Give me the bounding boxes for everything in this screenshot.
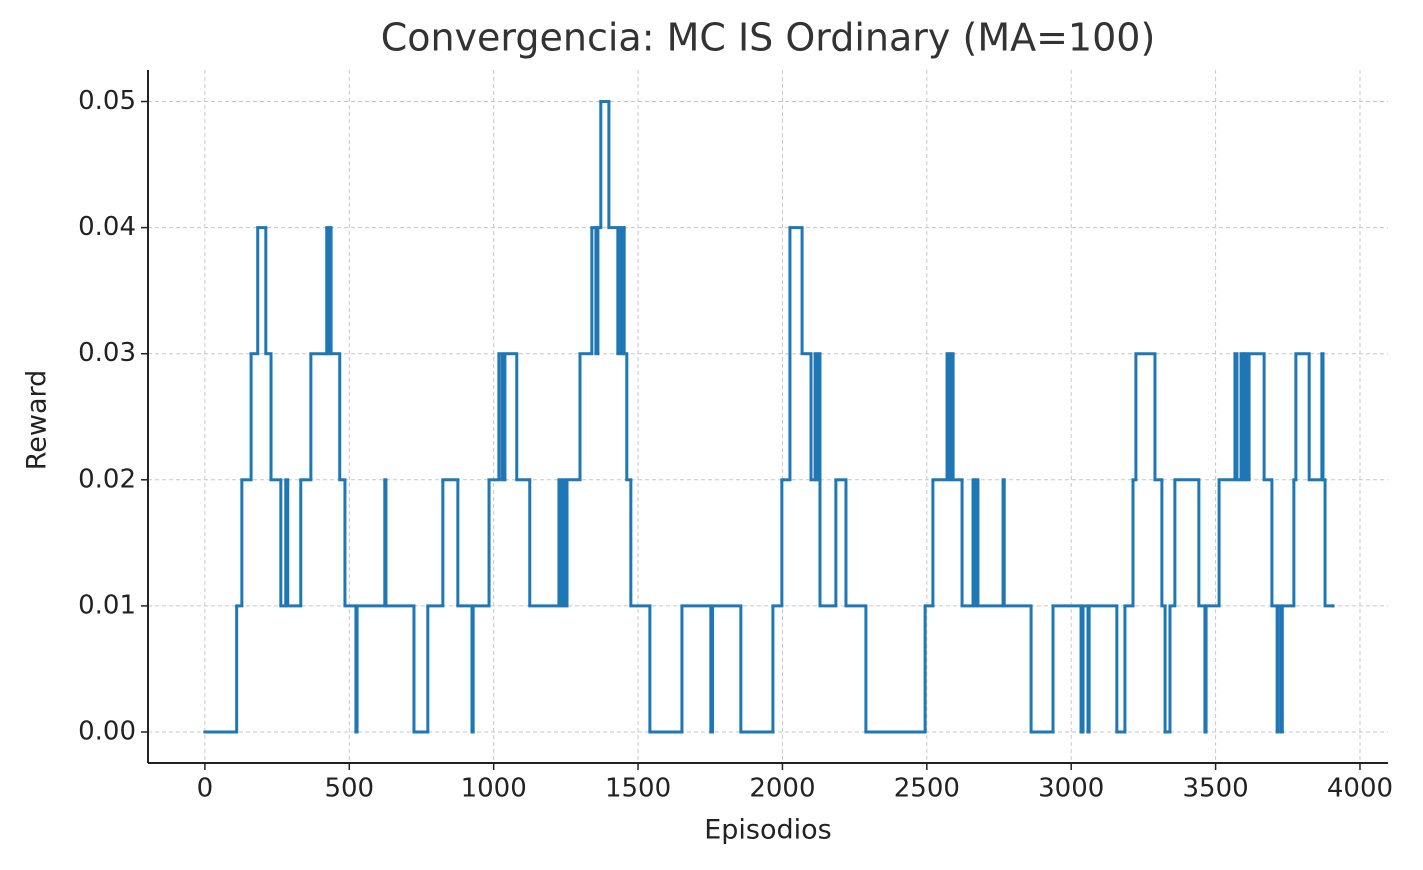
x-tick-label: 0 (197, 774, 214, 804)
y-axis-label: Reward (22, 370, 53, 471)
y-tick-label: 0.01 (78, 590, 136, 620)
x-tick-label: 2000 (749, 774, 815, 804)
x-tick-label: 1500 (605, 774, 671, 804)
chart-title: Convergencia: MC IS Ordinary (MA=100) (381, 16, 1156, 60)
y-tick-label: 0.03 (78, 338, 136, 368)
x-axis-label: Episodios (704, 815, 832, 846)
y-tick-label: 0.05 (78, 86, 136, 116)
x-tick-label: 3000 (1038, 774, 1104, 804)
y-tick-label: 0.04 (78, 212, 136, 242)
x-tick-label: 2500 (894, 774, 960, 804)
y-tick-label: 0.00 (78, 716, 136, 746)
x-tick-label: 1000 (461, 774, 527, 804)
y-tick-label: 0.02 (78, 464, 136, 494)
x-tick-label: 3500 (1183, 774, 1249, 804)
x-tick-label: 4000 (1327, 774, 1393, 804)
x-tick-label: 500 (324, 774, 374, 804)
